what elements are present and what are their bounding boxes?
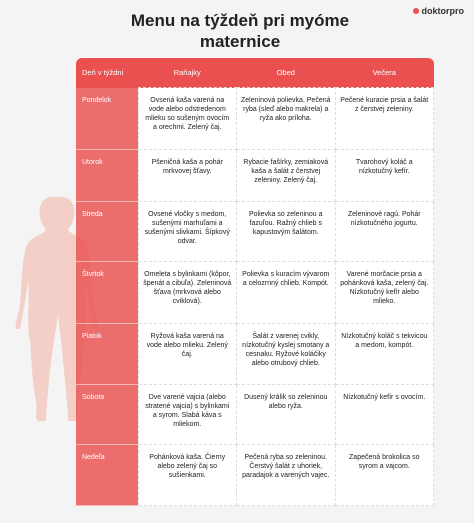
column-header: Večera xyxy=(335,58,434,88)
table-row: Sobota Dve varené vajcia (alebo stratené … xyxy=(76,384,434,445)
meal-cell: Zeleninové ragú. Pohár nízkotučného jogu… xyxy=(334,201,434,262)
header-row: Deň v týždni Raňajky Obed Večera xyxy=(76,58,434,88)
menu-table: Deň v týždni Raňajky Obed Večera Pondelok Ov… xyxy=(76,58,434,506)
meal-cell: Nízkotučný kefír s ovocím. xyxy=(334,384,434,445)
meal-cell: Omeleta s bylinkami (kôpor, špenát a cib… xyxy=(137,261,237,324)
logo: doktorpro xyxy=(413,6,465,16)
meal-cell: Dve varené vajcia (alebo stratené vajcia… xyxy=(137,384,237,445)
meal-cell: Zapečená brokolica so syrom a vajcom. xyxy=(334,444,434,506)
meal-cell: Ryžová kaša varená na vode alebo mlieku.… xyxy=(137,323,237,385)
meal-cell: Pohánková kaša. Čierny alebo zelený čaj … xyxy=(137,444,237,506)
table-row: Štvrtok Omeleta s bylinkami (kôpor, špená… xyxy=(76,261,434,324)
day-cell: Piatok xyxy=(76,323,138,385)
meal-cell: Ovsená kaša varená na vode alebo odstred… xyxy=(137,87,237,150)
column-header: Raňajky xyxy=(138,58,237,88)
day-cell: Štvrtok xyxy=(76,261,138,324)
meal-cell: Pšeničná kaša a pohár mrkvovej šťavy. xyxy=(137,149,237,202)
table-body: Pondelok Ovsená kaša varená na vode alebo… xyxy=(76,87,434,506)
table-row: Nedeľa Pohánková kaša. Čierny alebo zelen… xyxy=(76,444,434,506)
meal-cell: Polievka s kuracím vývarom a celozrnný c… xyxy=(236,261,336,324)
day-cell: Pondelok xyxy=(76,87,138,150)
table-row: Utorok Pšeničná kaša a pohár mrkvovej šťa… xyxy=(76,149,434,202)
meal-cell: Varené morčacie prsia a pohánková kaša, … xyxy=(334,261,434,324)
table-row: Piatok Ryžová kaša varená na vode alebo m… xyxy=(76,323,434,385)
meal-cell: Zeleninová polievka. Pečená ryba (sleď a… xyxy=(236,87,336,150)
meal-cell: Dusený králik so zeleninou alebo ryža. xyxy=(236,384,336,445)
meal-cell: Pečené kuracie prsia a šalát z čerstvej … xyxy=(334,87,434,150)
day-cell: Utorok xyxy=(76,149,138,202)
meal-cell: Šalát z varenej cvikly, nízkotučný kysle… xyxy=(236,323,336,385)
title: Menu na týždeň pri myóme maternice xyxy=(130,11,350,51)
column-header: Deň v týždni xyxy=(76,58,138,88)
table-row: Pondelok Ovsená kaša varená na vode alebo… xyxy=(76,87,434,150)
meal-cell: Rybacie fašírky, zemiaková kaša a šalát … xyxy=(236,149,336,202)
meal-cell: Pečená ryba so zeleninou. Čerstvý šalát … xyxy=(236,444,336,506)
meal-cell: Ovsené vločky s medom, sušenými marhuľam… xyxy=(137,201,237,262)
table-row: Streda Ovsené vločky s medom, sušenými ma… xyxy=(76,201,434,262)
day-cell: Sobota xyxy=(76,384,138,445)
day-cell: Nedeľa xyxy=(76,444,138,506)
meal-cell: Nízkotučný koláč s tekvicou a medom, kom… xyxy=(334,323,434,385)
column-header: Obed xyxy=(236,58,335,88)
meal-cell: Polievka so zeleninou a fazuľou. Ražný c… xyxy=(236,201,336,262)
meal-cell: Tvarohový koláč a nízkotučný kefír. xyxy=(334,149,434,202)
day-cell: Streda xyxy=(76,201,138,262)
